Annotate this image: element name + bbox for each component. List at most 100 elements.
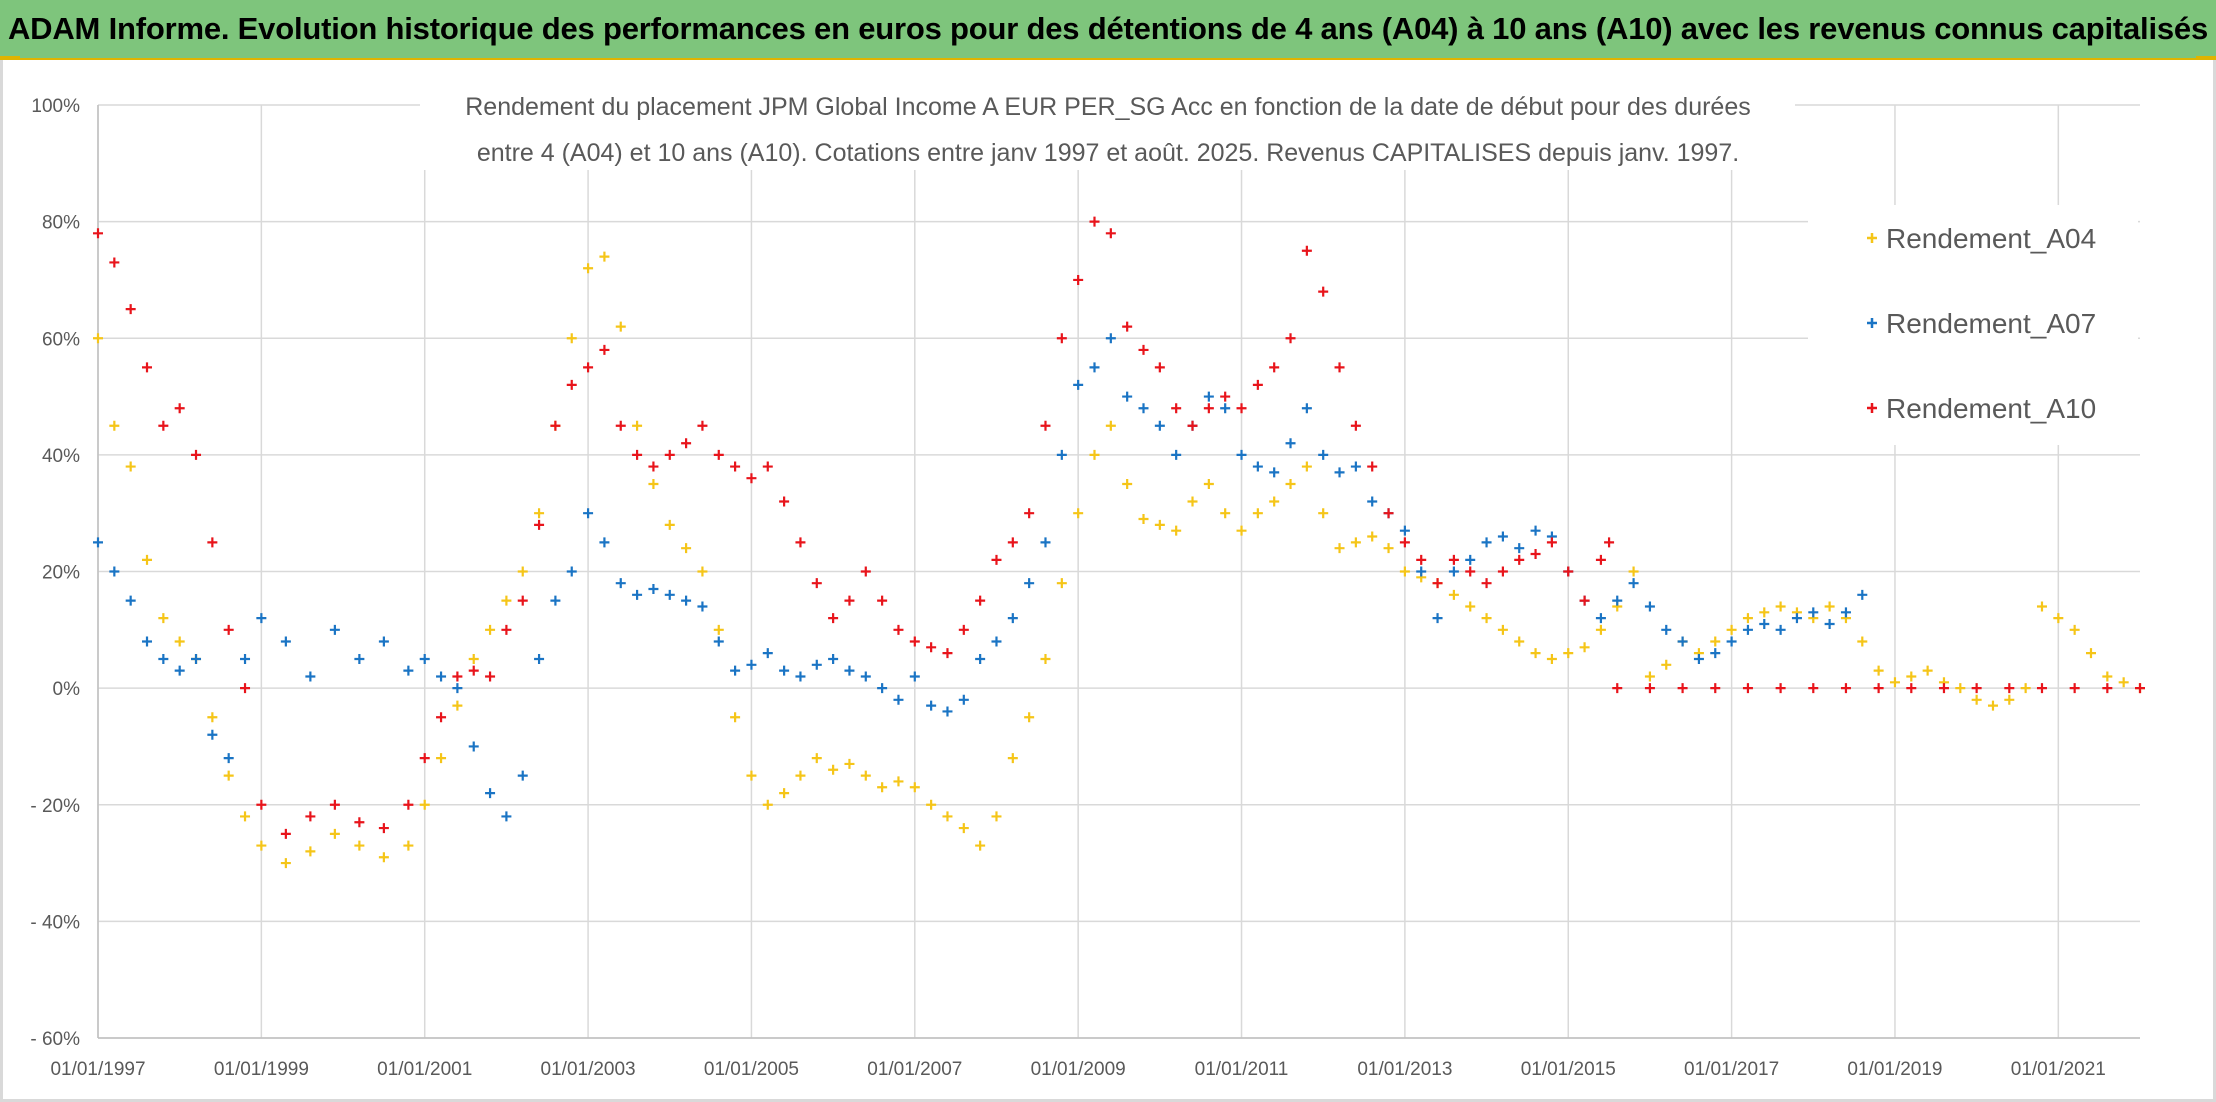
data-point xyxy=(517,595,528,606)
data-point xyxy=(1644,671,1655,682)
data-point xyxy=(207,712,218,723)
data-point xyxy=(877,595,888,606)
data-point xyxy=(1742,624,1753,635)
data-point xyxy=(632,420,643,431)
data-point xyxy=(1742,613,1753,624)
data-point xyxy=(1350,420,1361,431)
data-point xyxy=(109,420,120,431)
data-point xyxy=(1693,653,1704,664)
data-point xyxy=(648,461,659,472)
chart-title-background xyxy=(420,78,1795,170)
data-point xyxy=(452,700,463,711)
data-point xyxy=(1595,613,1606,624)
data-point xyxy=(142,636,153,647)
series-Rendement_A07 xyxy=(93,333,1868,822)
data-point xyxy=(713,624,724,635)
data-point xyxy=(1595,624,1606,635)
data-point xyxy=(305,671,316,682)
data-point xyxy=(329,828,340,839)
data-point xyxy=(2085,648,2096,659)
data-point xyxy=(730,712,741,723)
data-point xyxy=(1089,216,1100,227)
data-point xyxy=(1122,479,1133,490)
data-point xyxy=(1824,618,1835,629)
x-tick-label: 01/01/1999 xyxy=(214,1059,309,1080)
data-point xyxy=(1579,642,1590,653)
data-point xyxy=(1220,508,1231,519)
data-point xyxy=(1742,683,1753,694)
data-point xyxy=(191,449,202,460)
data-point xyxy=(1595,554,1606,565)
legend-label: Rendement_A10 xyxy=(1886,393,2096,424)
data-point xyxy=(926,700,937,711)
data-point xyxy=(1350,461,1361,472)
data-point xyxy=(1350,537,1361,548)
data-point xyxy=(1775,601,1786,612)
data-point xyxy=(860,671,871,682)
data-point xyxy=(1318,449,1329,460)
legend-background xyxy=(1808,205,2138,445)
data-point xyxy=(1301,403,1312,414)
data-point xyxy=(1007,613,1018,624)
banner-title: ADAM Informe. Evolution historique des p… xyxy=(0,0,2216,60)
data-point xyxy=(746,473,757,484)
data-point xyxy=(93,333,103,344)
data-point xyxy=(419,799,430,810)
data-point xyxy=(1938,683,1949,694)
data-point xyxy=(599,344,610,355)
data-point xyxy=(730,461,741,472)
data-point xyxy=(1824,601,1835,612)
legend-marker xyxy=(1867,403,1877,413)
data-point xyxy=(762,461,773,472)
data-point xyxy=(893,624,904,635)
data-point xyxy=(468,741,479,752)
data-point xyxy=(909,782,920,793)
data-point xyxy=(174,636,185,647)
data-point xyxy=(419,653,430,664)
data-point xyxy=(926,799,937,810)
data-point xyxy=(1171,403,1182,414)
data-point xyxy=(877,683,888,694)
data-point xyxy=(779,665,790,676)
data-point xyxy=(1628,566,1639,577)
data-point xyxy=(1367,531,1378,542)
x-tick-label: 01/01/2007 xyxy=(867,1059,962,1080)
y-tick-label: 0% xyxy=(53,679,81,700)
data-point xyxy=(1203,403,1214,414)
y-tick-label: 40% xyxy=(42,446,80,467)
data-point xyxy=(860,566,871,577)
data-point xyxy=(256,840,267,851)
data-point xyxy=(1252,379,1263,390)
x-tick-label: 01/01/2021 xyxy=(2011,1059,2106,1080)
data-point xyxy=(713,449,724,460)
data-point xyxy=(1285,438,1296,449)
data-point xyxy=(762,799,773,810)
data-point xyxy=(1416,566,1427,577)
data-point xyxy=(1399,537,1410,548)
data-point xyxy=(550,595,561,606)
data-point xyxy=(1661,659,1672,670)
data-point xyxy=(583,263,594,274)
data-point xyxy=(1710,683,1721,694)
data-point xyxy=(240,683,251,694)
data-point xyxy=(1497,566,1508,577)
data-point xyxy=(1644,683,1655,694)
data-point xyxy=(1318,508,1329,519)
data-point xyxy=(599,251,610,262)
data-point xyxy=(109,566,120,577)
data-point xyxy=(1220,403,1231,414)
data-point xyxy=(1073,508,1084,519)
data-point xyxy=(2036,683,2047,694)
y-tick-label: 20% xyxy=(42,563,80,584)
data-point xyxy=(664,589,675,600)
data-point xyxy=(1105,228,1116,239)
data-point xyxy=(1154,362,1165,373)
data-point xyxy=(174,665,185,676)
legend-marker xyxy=(1867,233,1877,243)
data-point xyxy=(125,461,136,472)
data-point xyxy=(1138,403,1149,414)
data-point xyxy=(240,811,251,822)
data-point xyxy=(1334,543,1345,554)
data-point xyxy=(779,788,790,799)
